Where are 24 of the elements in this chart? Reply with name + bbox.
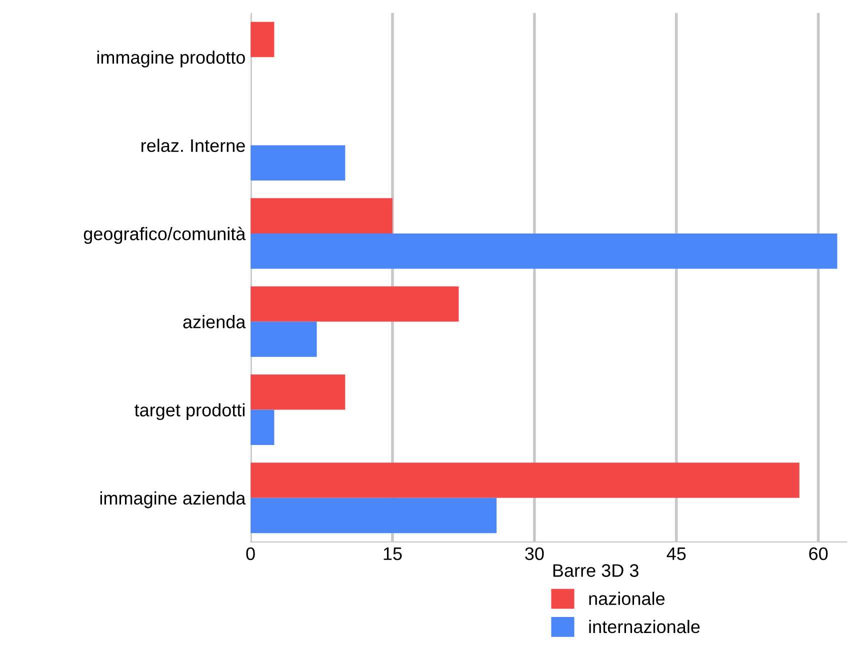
x-tick-label: 60 [809, 547, 828, 560]
x-tick-label: 30 [525, 547, 544, 560]
x-tick-label: 45 [666, 548, 686, 560]
bar [250, 286, 459, 322]
bar [250, 22, 274, 58]
legend-label: nazionale [589, 592, 665, 606]
y-tick-label: target prodotti [134, 403, 244, 420]
bar [250, 462, 800, 498]
legend-label: internazionale [589, 620, 700, 634]
bar [250, 233, 838, 269]
bar [250, 322, 317, 357]
bar [250, 374, 346, 410]
y-tick-label: relaz. Interne [142, 138, 245, 152]
y-tick-label: azienda [183, 315, 246, 328]
bar [250, 410, 274, 446]
bar [250, 145, 346, 181]
y-tick-label: immagine prodotto [97, 50, 245, 68]
y-tick-label: immagine azienda [100, 491, 246, 508]
bar [250, 198, 393, 234]
x-tick-label: 15 [384, 548, 402, 560]
legend-title: Barre 3D 3 [553, 564, 638, 577]
x-tick-label: 0 [246, 547, 255, 560]
bar [250, 498, 497, 534]
y-tick-label: geografico/comunità [84, 226, 246, 244]
